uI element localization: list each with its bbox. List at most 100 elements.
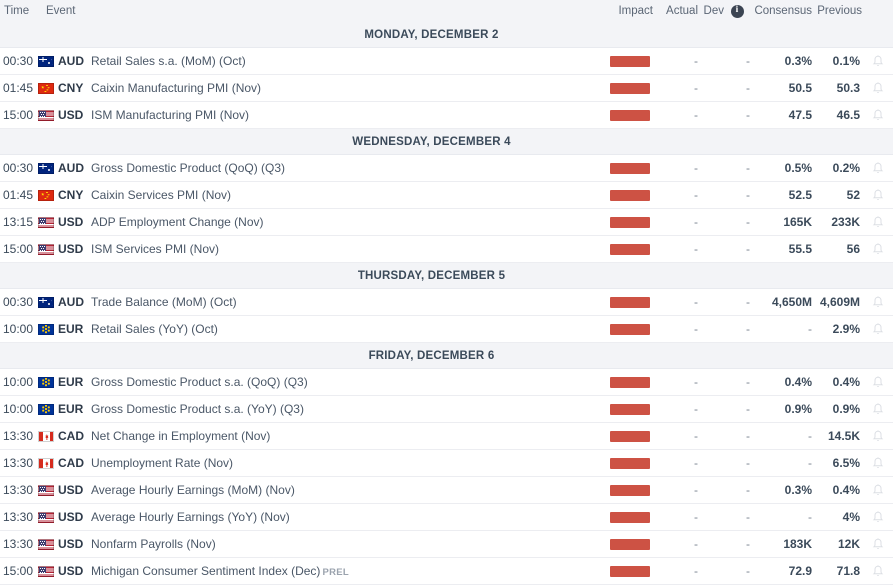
currency-code: USD: [58, 215, 84, 229]
event-name-cell[interactable]: ISM Manufacturing PMI (Nov): [84, 108, 607, 122]
alert-bell-cell[interactable]: [862, 322, 893, 336]
deviation-value: -: [746, 564, 750, 578]
event-name-cell[interactable]: Retail Sales (YoY) (Oct): [84, 322, 607, 336]
event-name-cell[interactable]: Michigan Consumer Sentiment Index (Dec) P…: [84, 564, 607, 578]
alert-bell-cell[interactable]: [862, 510, 893, 524]
table-row[interactable]: 15:00 USD ISM Manufacturing PMI (Nov) - - 47.…: [0, 102, 893, 129]
alert-bell-icon[interactable]: [872, 375, 884, 389]
column-header-impact[interactable]: Impact: [618, 5, 653, 17]
consensus-value: 183K: [783, 537, 812, 551]
event-currency: AUD: [38, 54, 84, 68]
event-name-cell[interactable]: Gross Domestic Product s.a. (QoQ) (Q3): [84, 375, 607, 389]
alert-bell-icon[interactable]: [872, 215, 884, 229]
event-name-cell[interactable]: ISM Services PMI (Nov): [84, 242, 607, 256]
alert-bell-cell[interactable]: [862, 188, 893, 202]
alert-bell-icon[interactable]: [872, 483, 884, 497]
alert-bell-icon[interactable]: [872, 81, 884, 95]
alert-bell-cell[interactable]: [862, 429, 893, 443]
actual-value: -: [694, 510, 698, 524]
event-name-cell[interactable]: Average Hourly Earnings (YoY) (Nov): [84, 510, 607, 524]
calendar-column-header: Time Event Impact Actual Dev i Consensus…: [0, 0, 893, 22]
deviation-value: -: [746, 81, 750, 95]
alert-bell-cell[interactable]: [862, 483, 893, 497]
alert-bell-icon[interactable]: [872, 108, 884, 122]
alert-bell-cell[interactable]: [862, 402, 893, 416]
event-name: ISM Manufacturing PMI (Nov): [91, 108, 250, 122]
column-header-dev[interactable]: Dev: [703, 5, 724, 17]
consensus-value: 72.9: [788, 564, 812, 578]
column-header-time[interactable]: Time: [4, 5, 30, 17]
table-row[interactable]: 13:30 USD Average Hourly Earnings (MoM) (N…: [0, 477, 893, 504]
table-row[interactable]: 10:00 EUR Gross Domestic Product s.a. (QoQ…: [0, 369, 893, 396]
column-header-previous[interactable]: Previous: [817, 5, 862, 17]
previous-value: 0.4%: [832, 483, 860, 497]
table-row[interactable]: 10:00 EUR Gross Domestic Product s.a. (YoY…: [0, 396, 893, 423]
event-currency: EUR: [38, 322, 84, 336]
deviation-value: -: [746, 375, 750, 389]
table-row[interactable]: 15:00 USD ISM Services PMI (Nov) - - 55.5 56: [0, 236, 893, 263]
event-name-cell[interactable]: Average Hourly Earnings (MoM) (Nov): [84, 483, 607, 497]
alert-bell-icon[interactable]: [872, 161, 884, 175]
table-row[interactable]: 00:30 AUD Retail Sales s.a. (MoM) (Oct) - - 0…: [0, 48, 893, 75]
alert-bell-icon[interactable]: [872, 510, 884, 524]
alert-bell-icon[interactable]: [872, 402, 884, 416]
currency-code: AUD: [58, 295, 84, 309]
alert-bell-cell[interactable]: [862, 54, 893, 68]
alert-bell-icon[interactable]: [872, 537, 884, 551]
actual-value: -: [694, 564, 698, 578]
table-row[interactable]: 01:45 CNY Caixin Services PMI (Nov) - - 52.5 5…: [0, 182, 893, 209]
event-time: 15:00: [3, 564, 34, 578]
alert-bell-icon[interactable]: [872, 242, 884, 256]
event-currency: CAD: [38, 456, 84, 470]
column-header-consensus[interactable]: Consensus: [754, 5, 812, 17]
alert-bell-icon[interactable]: [872, 322, 884, 336]
alert-bell-cell[interactable]: [862, 215, 893, 229]
day-header-label: MONDAY, DECEMBER 2: [364, 28, 499, 41]
alert-bell-cell[interactable]: [862, 295, 893, 309]
alert-bell-cell[interactable]: [862, 564, 893, 578]
table-row[interactable]: 15:00 USD Michigan Consumer Sentiment Inde…: [0, 558, 893, 585]
event-name-cell[interactable]: Nonfarm Payrolls (Nov): [84, 537, 607, 551]
info-icon[interactable]: i: [730, 4, 744, 18]
alert-bell-icon[interactable]: [872, 188, 884, 202]
table-row[interactable]: 13:30 USD Nonfarm Payrolls (Nov) - - 183K 12K: [0, 531, 893, 558]
table-row[interactable]: 13:30 CAD Net Change in Employment (Nov) - -…: [0, 423, 893, 450]
alert-bell-cell[interactable]: [862, 242, 893, 256]
alert-bell-cell[interactable]: [862, 375, 893, 389]
column-header-event[interactable]: Event: [46, 5, 76, 17]
alert-bell-icon[interactable]: [872, 429, 884, 443]
table-row[interactable]: 00:30 AUD Gross Domestic Product (QoQ) (Q3…: [0, 155, 893, 182]
alert-bell-cell[interactable]: [862, 456, 893, 470]
table-row[interactable]: 10:00 EUR Retail Sales (YoY) (Oct) - - - 2.9%: [0, 316, 893, 343]
alert-bell-cell[interactable]: [862, 161, 893, 175]
table-row[interactable]: 01:45 CNY Caixin Manufacturing PMI (Nov) - -…: [0, 75, 893, 102]
event-name-cell[interactable]: Caixin Manufacturing PMI (Nov): [84, 81, 607, 95]
alert-bell-icon[interactable]: [872, 456, 884, 470]
alert-bell-cell[interactable]: [862, 81, 893, 95]
impact-bar-high: [610, 430, 650, 442]
alert-bell-icon[interactable]: [872, 564, 884, 578]
alert-bell-icon[interactable]: [872, 54, 884, 68]
alert-bell-cell[interactable]: [862, 108, 893, 122]
actual-value: -: [694, 188, 698, 202]
deviation-value: -: [746, 215, 750, 229]
impact-cell: [607, 109, 653, 121]
alert-bell-icon[interactable]: [872, 295, 884, 309]
event-name-cell[interactable]: Gross Domestic Product (QoQ) (Q3): [84, 161, 607, 175]
column-header-actual[interactable]: Actual: [666, 5, 698, 17]
actual-value: -: [694, 295, 698, 309]
event-name-cell[interactable]: Trade Balance (MoM) (Oct): [84, 295, 607, 309]
event-name-cell[interactable]: ADP Employment Change (Nov): [84, 215, 607, 229]
table-row[interactable]: 00:30 AUD Trade Balance (MoM) (Oct) - - 4,650…: [0, 289, 893, 316]
table-row[interactable]: 13:30 CAD Unemployment Rate (Nov) - - - 6.5%: [0, 450, 893, 477]
event-currency: USD: [38, 483, 84, 497]
event-name-cell[interactable]: Net Change in Employment (Nov): [84, 429, 607, 443]
event-values: - - 4,650M 4,609M: [607, 295, 893, 309]
event-name-cell[interactable]: Gross Domestic Product s.a. (YoY) (Q3): [84, 402, 607, 416]
table-row[interactable]: 13:15 USD ADP Employment Change (Nov) - - 165…: [0, 209, 893, 236]
alert-bell-cell[interactable]: [862, 537, 893, 551]
event-name-cell[interactable]: Unemployment Rate (Nov): [84, 456, 607, 470]
table-row[interactable]: 13:30 USD Average Hourly Earnings (YoY) (N…: [0, 504, 893, 531]
event-name-cell[interactable]: Caixin Services PMI (Nov): [84, 188, 607, 202]
event-name-cell[interactable]: Retail Sales s.a. (MoM) (Oct): [84, 54, 607, 68]
